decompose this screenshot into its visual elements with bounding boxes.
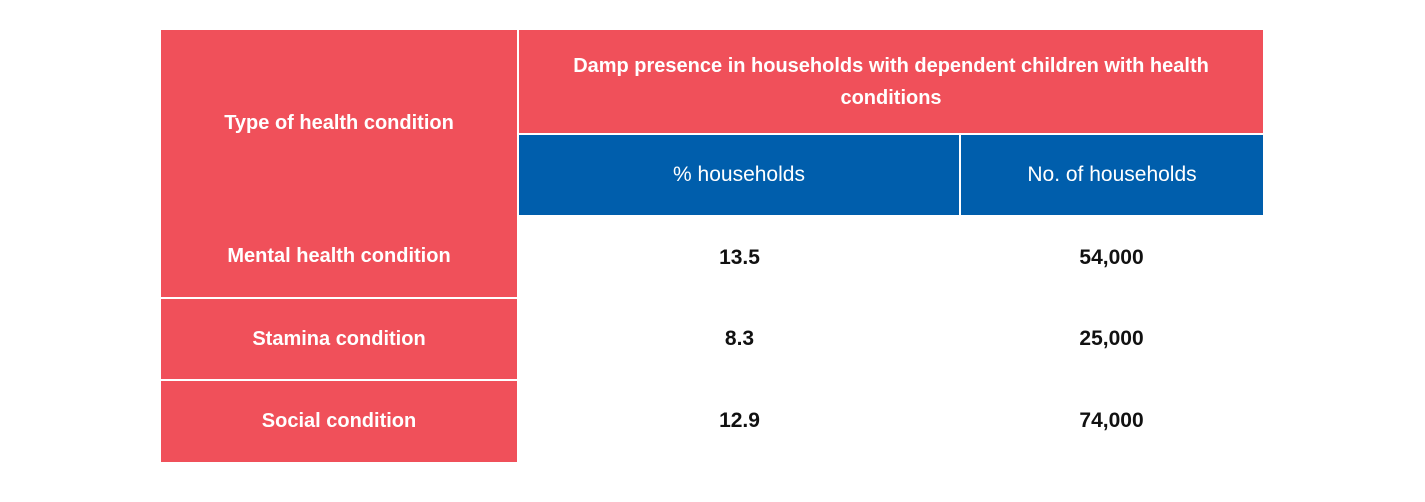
row-header-label: Type of health condition: [161, 30, 519, 216]
table-row: Mental health condition 13.5 54,000: [161, 216, 1264, 299]
group-title: Damp presence in households with depende…: [518, 30, 1264, 135]
damp-health-table-container: Type of health condition Damp presence i…: [161, 30, 1264, 462]
table-row: Social condition 12.9 74,000: [161, 380, 1264, 462]
column-header-count: No. of households: [960, 134, 1264, 217]
percent-cell: 13.5: [518, 216, 960, 298]
column-header-percent: % households: [518, 134, 961, 217]
count-cell: 54,000: [960, 216, 1264, 298]
header-row-group: Type of health condition Damp presence i…: [161, 30, 1264, 216]
row-label: Stamina condition: [161, 298, 519, 381]
count-cell: 74,000: [960, 380, 1264, 462]
percent-cell: 8.3: [518, 298, 960, 380]
row-label: Social condition: [161, 380, 519, 462]
damp-health-table: Type of health condition Damp presence i…: [161, 30, 1264, 462]
count-cell: 25,000: [960, 298, 1264, 380]
header-row-columns: % households No. of households: [161, 134, 1264, 217]
row-label: Mental health condition: [161, 216, 519, 299]
percent-cell: 12.9: [518, 380, 960, 462]
table-row: Stamina condition 8.3 25,000: [161, 298, 1264, 381]
